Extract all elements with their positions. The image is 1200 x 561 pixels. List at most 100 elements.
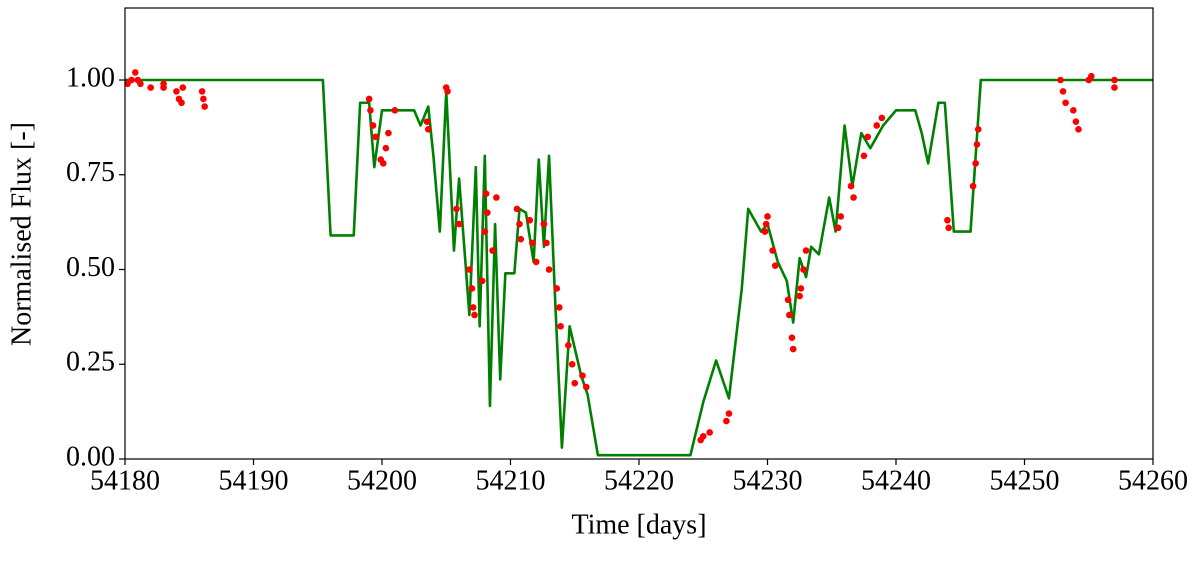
y-tick-label: 0.50	[66, 252, 115, 283]
point	[466, 266, 473, 273]
point	[173, 88, 180, 95]
line	[125, 78, 1153, 457]
point	[198, 88, 206, 95]
point	[764, 213, 771, 220]
y-axis-label: Normalised Flux [-]	[6, 122, 37, 346]
point	[800, 266, 807, 273]
point	[878, 114, 886, 122]
y-tick-label: 1.00	[66, 62, 115, 93]
point	[761, 228, 769, 235]
y-tick-label: 0.75	[66, 157, 115, 188]
point	[873, 122, 881, 129]
point	[699, 432, 707, 440]
y-tick-label: 0.25	[66, 347, 115, 378]
x-tick-label: 54240	[861, 465, 931, 496]
point	[147, 84, 154, 91]
x-tick-label: 54210	[476, 465, 546, 496]
point	[850, 194, 857, 201]
point	[545, 266, 553, 273]
point	[762, 220, 770, 228]
point	[482, 190, 490, 198]
x-tick-label: 54200	[347, 465, 417, 496]
point	[974, 125, 982, 133]
point	[583, 383, 590, 391]
point	[489, 247, 496, 254]
point	[796, 292, 803, 300]
point	[847, 182, 855, 190]
point	[1111, 84, 1118, 91]
point	[423, 118, 431, 125]
point	[723, 417, 730, 425]
point	[784, 296, 792, 304]
point	[478, 277, 486, 285]
point	[453, 205, 460, 213]
point	[201, 103, 208, 110]
point	[367, 107, 374, 114]
point	[526, 216, 534, 224]
point	[973, 141, 981, 148]
point	[945, 224, 952, 232]
point	[553, 285, 561, 292]
point	[837, 213, 845, 220]
point	[455, 220, 463, 228]
point	[444, 88, 451, 95]
x-tick-label: 54180	[90, 465, 160, 496]
point	[391, 107, 399, 114]
x-tick-label: 54260	[1118, 465, 1188, 496]
point	[568, 360, 576, 368]
point	[864, 133, 872, 141]
point	[571, 379, 579, 387]
point	[160, 84, 167, 91]
point	[469, 304, 477, 311]
point	[1072, 118, 1080, 125]
point	[769, 247, 776, 254]
point	[385, 129, 392, 137]
point	[484, 209, 491, 216]
point	[200, 95, 207, 103]
point	[788, 334, 796, 342]
point	[1059, 88, 1067, 95]
x-tick-label: 54250	[990, 465, 1060, 496]
point	[579, 372, 586, 379]
point	[178, 99, 185, 107]
point	[786, 311, 793, 319]
point	[565, 342, 572, 349]
point	[424, 125, 432, 133]
point	[1062, 99, 1069, 107]
point	[540, 220, 548, 228]
point	[365, 95, 373, 103]
point	[543, 239, 550, 247]
point	[532, 258, 540, 266]
plot-frame	[124, 7, 1154, 460]
point	[860, 152, 868, 160]
point	[557, 323, 564, 330]
point	[372, 133, 379, 141]
y-tick-label: 0.00	[66, 441, 115, 472]
point	[369, 122, 377, 129]
point	[1057, 76, 1064, 84]
point	[771, 262, 779, 270]
point	[1088, 72, 1095, 80]
point	[128, 76, 135, 84]
x-axis-label: Time [days]	[571, 509, 706, 540]
x-tick-label: 54190	[219, 465, 289, 496]
point	[471, 311, 478, 319]
point	[969, 182, 977, 190]
point	[797, 285, 805, 292]
point	[789, 345, 797, 353]
point	[802, 247, 810, 254]
x-tick-label: 54220	[604, 465, 674, 496]
point	[382, 144, 390, 152]
point	[493, 194, 500, 201]
x-tick-label: 54230	[733, 465, 803, 496]
point	[468, 285, 476, 292]
point	[513, 205, 521, 213]
point	[834, 224, 842, 232]
point	[516, 220, 523, 228]
point	[137, 80, 144, 88]
point	[379, 160, 387, 167]
point	[481, 228, 489, 235]
point	[1075, 125, 1082, 133]
point	[972, 160, 979, 167]
